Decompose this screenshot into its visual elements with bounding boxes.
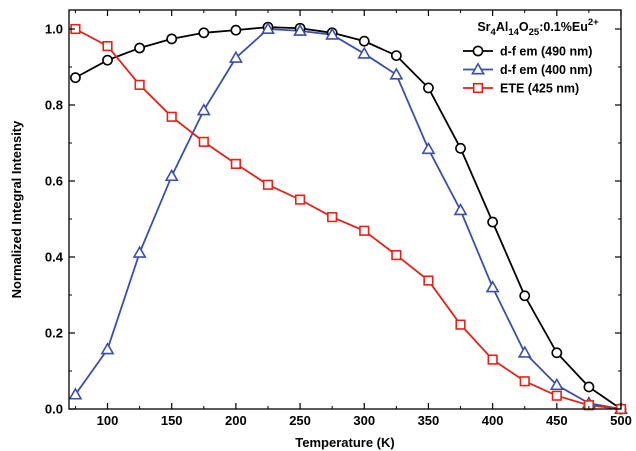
legend-title-subscript: 14 xyxy=(508,27,519,38)
y-axis-title: Normalized Integral Intensity xyxy=(9,120,24,298)
data-point xyxy=(294,194,306,205)
legend-marker xyxy=(472,45,484,57)
data-point xyxy=(230,24,242,36)
legend-title-superscript: 2+ xyxy=(588,17,599,28)
legend-label: d-f em (400 nm) xyxy=(500,63,592,77)
data-point xyxy=(166,33,178,45)
data-point xyxy=(358,35,370,47)
data-point xyxy=(549,377,564,391)
series-line xyxy=(74,26,622,410)
data-point xyxy=(487,216,499,228)
y-tick-label: 1.0 xyxy=(45,22,63,37)
data-point xyxy=(100,342,115,355)
data-point xyxy=(132,245,147,258)
y-tick-label: 0.0 xyxy=(45,402,63,417)
legend-title-part: :0.1%Eu xyxy=(539,20,588,34)
data-point xyxy=(198,136,209,147)
x-tick-label: 350 xyxy=(418,413,440,428)
data-point xyxy=(519,290,531,302)
plot-marks xyxy=(68,21,628,415)
x-tick-label: 100 xyxy=(97,413,119,428)
data-point xyxy=(389,67,404,80)
data-point xyxy=(68,387,83,400)
legend: Sr4Al14O25:0.1%Eu2+ d-f em (490 nm)d-f e… xyxy=(463,17,599,96)
data-point xyxy=(70,72,81,84)
x-tick-label: 300 xyxy=(353,413,375,428)
data-point xyxy=(293,23,308,36)
y-tick-label: 0.4 xyxy=(45,250,64,265)
series-line xyxy=(74,28,622,410)
data-point xyxy=(198,27,210,39)
data-point xyxy=(551,390,562,401)
x-tick-label: 450 xyxy=(546,413,568,428)
data-point xyxy=(359,225,370,236)
data-point xyxy=(517,345,532,358)
data-point xyxy=(102,54,113,66)
series-3 xyxy=(74,28,622,410)
data-point xyxy=(455,319,466,330)
data-point xyxy=(390,50,402,61)
data-point xyxy=(166,111,177,122)
series-line xyxy=(74,28,622,410)
data-point xyxy=(423,275,434,286)
data-point xyxy=(485,280,500,293)
x-axis-title: Temperature (K) xyxy=(295,435,394,450)
x-tick-label: 500 xyxy=(610,413,632,428)
data-point xyxy=(453,203,468,216)
data-point xyxy=(583,381,595,393)
y-tick-label: 0.2 xyxy=(45,326,63,341)
data-point xyxy=(102,40,113,52)
series-3-points xyxy=(70,23,627,415)
data-point xyxy=(455,142,466,154)
data-point xyxy=(230,158,241,170)
data-point xyxy=(357,46,372,59)
legend-title-part: O xyxy=(519,20,529,34)
data-point xyxy=(423,82,434,94)
data-point xyxy=(196,103,211,116)
data-point xyxy=(487,354,498,365)
data-point xyxy=(134,79,145,90)
series-1-points xyxy=(70,21,627,415)
legend-title-subscript: 25 xyxy=(529,27,540,38)
legend-title: Sr4Al14O25:0.1%Eu2+ xyxy=(477,17,599,38)
x-tick-label: 250 xyxy=(289,413,311,428)
y-tick-label: 0.6 xyxy=(45,174,63,189)
data-point xyxy=(391,250,402,261)
data-point xyxy=(421,141,436,155)
data-point xyxy=(325,27,340,40)
data-point xyxy=(262,179,274,190)
data-point xyxy=(164,168,179,182)
legend-item: d-f em (400 nm) xyxy=(463,62,592,77)
legend-entries: d-f em (490 nm) d-f em (400 nm) ETE (425 n… xyxy=(463,45,592,96)
legend-marker xyxy=(471,62,485,75)
data-point xyxy=(519,376,530,387)
y-tick-label: 0.8 xyxy=(45,98,63,113)
legend-item: d-f em (490 nm) xyxy=(463,45,592,59)
x-tick-label: 400 xyxy=(482,413,504,428)
legend-label: d-f em (490 nm) xyxy=(500,45,592,59)
legend-title-subscript: 4 xyxy=(491,27,497,38)
legend-title-part: Sr xyxy=(477,20,490,34)
legend-label: ETE (425 nm) xyxy=(500,82,579,96)
legend-item: ETE (425 nm) xyxy=(463,82,579,96)
plot-frame xyxy=(68,9,622,410)
data-point xyxy=(134,42,146,54)
x-tick-label: 200 xyxy=(225,413,247,428)
y-axis: 0.0 0.2 0.4 0.6 0.8 1.0 xyxy=(45,22,621,417)
series-2 xyxy=(74,28,622,410)
data-point xyxy=(551,347,563,359)
x-axis: 100 150 200 250 300 350 400 450 500 xyxy=(74,10,632,428)
legend-marker xyxy=(472,82,484,94)
data-point xyxy=(260,21,275,35)
x-tick-label: 150 xyxy=(161,413,183,428)
series-1 xyxy=(74,26,622,410)
legend-title-part: Al xyxy=(496,20,509,34)
data-point xyxy=(228,50,243,63)
data-point xyxy=(327,212,338,223)
